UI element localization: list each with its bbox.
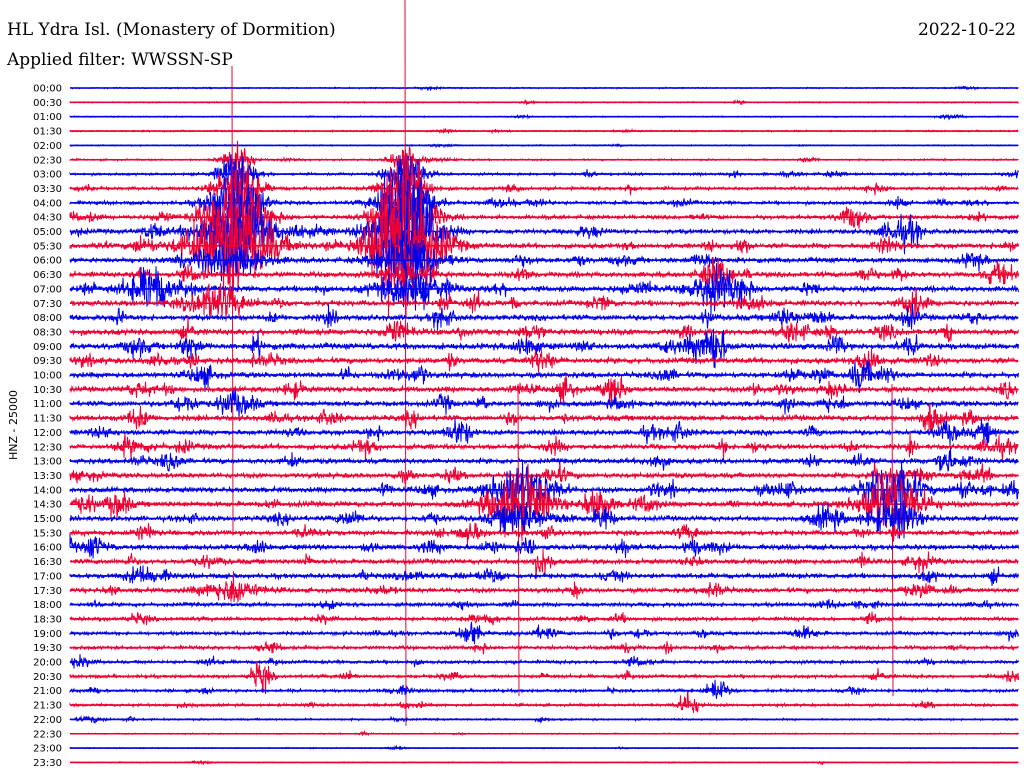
- time-label-1100: 11:00: [33, 399, 62, 410]
- time-label-0530: 05:30: [33, 241, 62, 252]
- time-label-0600: 06:00: [33, 256, 62, 267]
- event-spike: [404, 0, 407, 726]
- time-label-1500: 15:00: [33, 514, 62, 525]
- time-label-0800: 08:00: [33, 313, 62, 324]
- trace-line-1300: [69, 447, 1019, 472]
- trace-line-0830: [69, 315, 1019, 343]
- time-label-0630: 06:30: [33, 270, 62, 281]
- time-label-0930: 09:30: [33, 356, 62, 367]
- time-label-1900: 19:00: [33, 629, 62, 640]
- time-label-0730: 07:30: [33, 299, 62, 310]
- time-label-2300: 23:00: [33, 744, 62, 755]
- time-labels: 00:00 00:30 01:00 01:30 02:00 02:30 03:00 03:30…: [33, 84, 62, 769]
- time-label-1600: 16:00: [33, 543, 62, 554]
- time-label-0830: 08:30: [33, 327, 62, 338]
- time-label-0200: 02:00: [33, 141, 62, 152]
- trace-line-1500: [69, 492, 1019, 539]
- time-label-1930: 19:30: [33, 643, 62, 654]
- time-label-1800: 18:00: [33, 600, 62, 611]
- station-title: HL Ydra Isl. (Monastery of Dormition): [7, 20, 336, 40]
- time-label-0130: 01:30: [33, 127, 62, 138]
- seismogram-traces: [69, 0, 1019, 766]
- time-label-1700: 17:00: [33, 571, 62, 582]
- time-label-1000: 10:00: [33, 371, 62, 382]
- time-label-0400: 04:00: [33, 198, 62, 209]
- event-spike: [891, 384, 894, 697]
- trace-line-1630: [69, 549, 1019, 580]
- time-label-0900: 09:00: [33, 342, 62, 353]
- trace-line-2100: [69, 679, 1019, 699]
- trace-line-1130: [69, 403, 1019, 434]
- time-label-1530: 15:30: [33, 528, 62, 539]
- time-label-2000: 20:00: [33, 658, 62, 669]
- time-label-1300: 13:00: [33, 457, 62, 468]
- trace-line-1200: [69, 418, 1019, 448]
- time-label-1330: 13:30: [33, 471, 62, 482]
- trace-line-0930: [69, 348, 1019, 378]
- time-label-0100: 01:00: [33, 112, 62, 123]
- filter-label: Applied filter: WWSSN-SP: [7, 50, 233, 70]
- time-label-1200: 12:00: [33, 428, 62, 439]
- time-label-2130: 21:30: [33, 701, 62, 712]
- time-label-0230: 02:30: [33, 155, 62, 166]
- time-label-2030: 20:30: [33, 672, 62, 683]
- time-label-0500: 05:00: [33, 227, 62, 238]
- time-label-0030: 00:30: [33, 98, 62, 109]
- trace-line-2130: [69, 691, 1019, 713]
- time-label-2330: 23:30: [33, 758, 62, 769]
- time-label-0330: 03:30: [33, 184, 62, 195]
- time-label-1730: 17:30: [33, 586, 62, 597]
- time-label-1430: 14:30: [33, 500, 62, 511]
- time-label-1630: 16:30: [33, 557, 62, 568]
- time-label-2230: 22:30: [33, 729, 62, 740]
- event-spike: [517, 384, 520, 697]
- channel-label: HNZ - 25000: [7, 390, 20, 460]
- trace-line-1600: [69, 533, 1019, 559]
- time-label-0000: 00:00: [33, 84, 62, 95]
- time-label-2100: 21:00: [33, 686, 62, 697]
- time-label-2200: 22:00: [33, 715, 62, 726]
- trace-line-1530: [69, 522, 1019, 545]
- time-label-0300: 03:00: [33, 170, 62, 181]
- time-label-0700: 07:00: [33, 284, 62, 295]
- trace-line-1100: [69, 389, 1019, 421]
- trace-line-0300: [69, 154, 1019, 200]
- time-label-0430: 04:30: [33, 213, 62, 224]
- time-label-1830: 18:30: [33, 614, 62, 625]
- record-date: 2022-10-22: [917, 20, 1016, 40]
- time-label-1230: 12:30: [33, 442, 62, 453]
- time-label-1130: 11:30: [33, 414, 62, 425]
- time-label-1030: 10:30: [33, 385, 62, 396]
- time-label-1400: 14:00: [33, 485, 62, 496]
- trace-line-1830: [69, 611, 1019, 626]
